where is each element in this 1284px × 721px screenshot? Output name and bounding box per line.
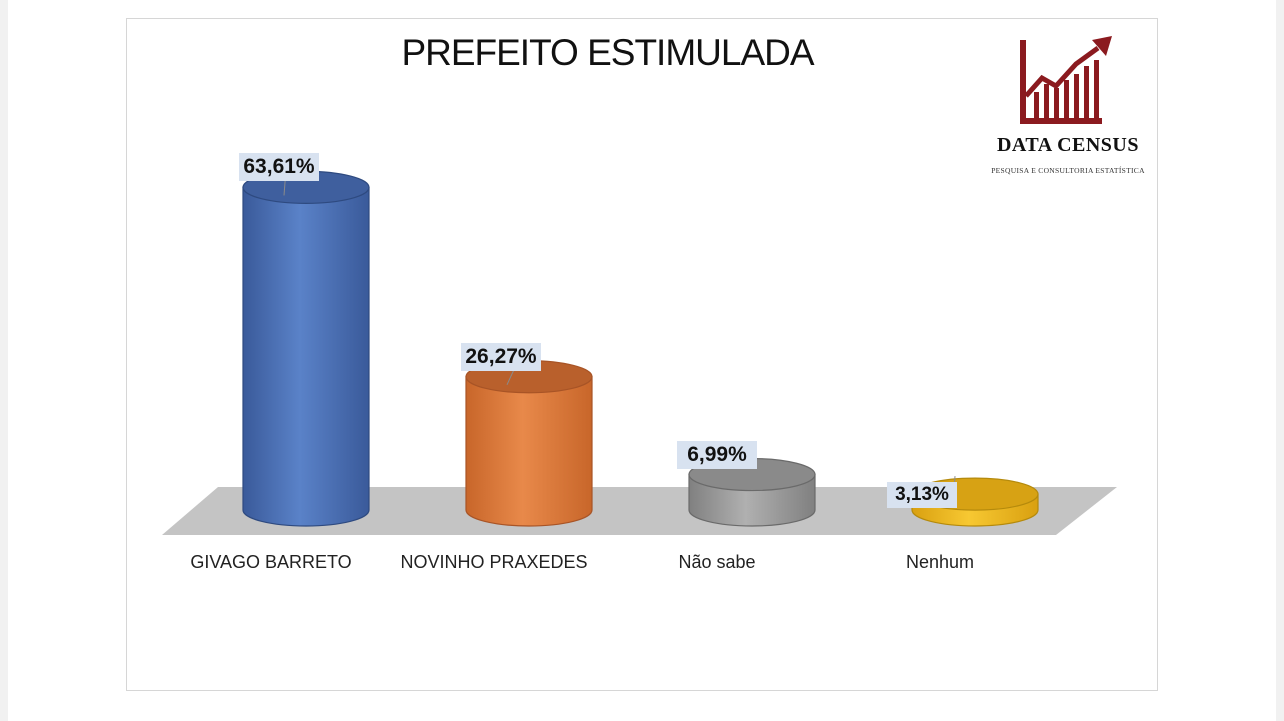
logo-brand-name: DATA CENSUS xyxy=(996,134,1139,156)
category-label: Nenhum xyxy=(905,552,975,572)
value-label: 26,27% xyxy=(461,342,541,371)
bar-0 xyxy=(242,186,370,527)
bar-1 xyxy=(465,376,593,527)
value-label: 3,13% xyxy=(887,482,957,509)
category-label: GIVAGO BARRETO xyxy=(190,552,352,572)
chart-title: PREFEITO ESTIMULADA xyxy=(401,32,814,73)
category-label: NOVINHO PRAXEDES xyxy=(400,552,588,572)
value-label: 6,99% xyxy=(677,440,757,469)
logo-tagline: PESQUISA E CONSULTORIA ESTATÍSTICA xyxy=(991,166,1145,175)
value-label: 63,61% xyxy=(239,153,319,182)
chart-floor xyxy=(162,487,1117,535)
data-census-logo: DATA CENSUS PESQUISA E CONSULTORIA ESTAT… xyxy=(980,34,1160,184)
category-label: Não sabe xyxy=(678,552,756,572)
bar-chart-arrow-icon xyxy=(1020,36,1112,124)
